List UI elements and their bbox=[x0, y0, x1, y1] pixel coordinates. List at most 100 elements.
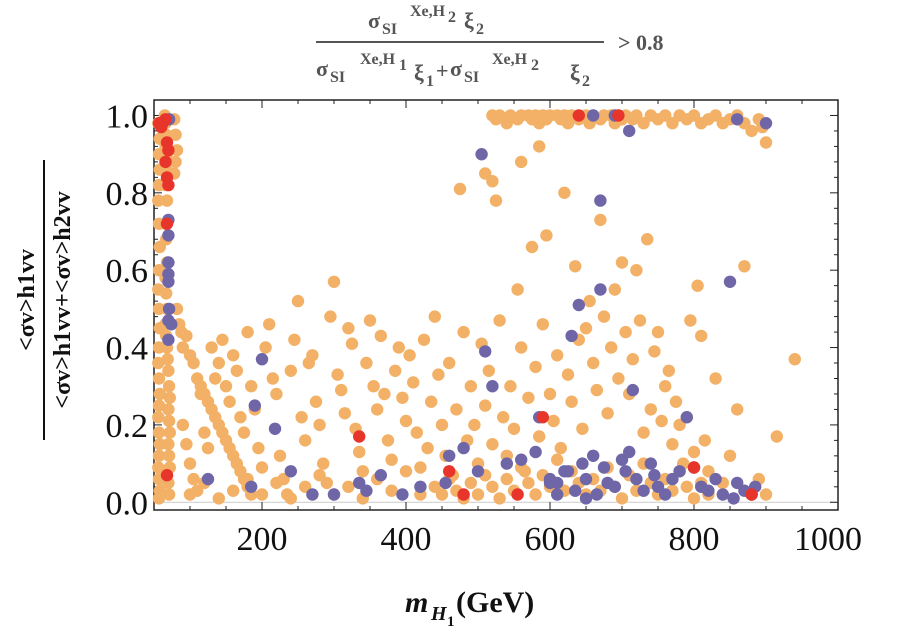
scatter-point-purple bbox=[644, 457, 657, 470]
scatter-point-purple bbox=[619, 465, 632, 478]
scatter-point-orange bbox=[360, 356, 373, 370]
scatter-point-orange bbox=[212, 492, 225, 505]
scatter-point-orange bbox=[152, 356, 165, 370]
scatter-point-purple bbox=[594, 283, 607, 296]
scatter-point-red bbox=[745, 488, 758, 501]
scatter-point-orange bbox=[187, 472, 200, 486]
scatter-point-orange bbox=[435, 418, 449, 432]
scatter-point-orange bbox=[511, 283, 524, 296]
scatter-point-purple bbox=[630, 472, 643, 486]
scatter-point-orange bbox=[457, 325, 470, 339]
scatter-point-orange bbox=[342, 322, 355, 335]
scatter-point-purple bbox=[471, 465, 485, 478]
scatter-point-purple bbox=[543, 476, 557, 490]
scatter-point-orange bbox=[227, 349, 240, 362]
title-sigma-den1: σ bbox=[316, 56, 328, 81]
scatter-point-orange bbox=[284, 492, 297, 505]
scatter-point-orange bbox=[295, 411, 308, 424]
scatter-point-purple bbox=[374, 469, 387, 482]
scatter-point-purple bbox=[623, 124, 636, 138]
scatter-point-purple bbox=[659, 488, 672, 501]
scatter-point-purple bbox=[723, 275, 737, 288]
scatter-point-orange bbox=[194, 387, 207, 401]
title-xi-den2: ξ bbox=[570, 60, 580, 85]
scatter-point-orange bbox=[180, 329, 193, 343]
scatter-point-orange bbox=[659, 380, 672, 393]
x-tick-label: 600 bbox=[525, 521, 576, 558]
scatter-point-orange bbox=[547, 414, 560, 428]
title-condition: > 0.8 bbox=[618, 30, 664, 55]
scatter-point-orange bbox=[176, 341, 189, 354]
scatter-point-orange bbox=[255, 488, 269, 501]
scatter-point-orange bbox=[313, 418, 326, 432]
data-points bbox=[152, 109, 801, 505]
scatter-point-orange bbox=[507, 422, 521, 435]
scatter-point-purple bbox=[414, 480, 427, 493]
scatter-point-orange bbox=[425, 395, 438, 408]
scatter-point-orange bbox=[525, 240, 539, 254]
scatter-point-purple bbox=[162, 275, 175, 288]
scatter-point-purple bbox=[439, 476, 452, 490]
scatter-point-orange bbox=[288, 333, 301, 346]
scatter-point-orange bbox=[187, 356, 200, 370]
scatter-point-red bbox=[457, 488, 470, 501]
scatter-point-purple bbox=[165, 318, 178, 331]
scatter-point-orange bbox=[554, 441, 567, 455]
scatter-point-orange bbox=[152, 449, 166, 462]
scatter-point-purple bbox=[529, 445, 542, 459]
y-label-denominator: <σv>h1vv+<σv>h2vv bbox=[50, 191, 76, 408]
scatter-point-orange bbox=[414, 461, 427, 474]
scatter-point-purple bbox=[716, 488, 729, 501]
scatter-point-purple bbox=[594, 194, 607, 207]
scatter-point-orange bbox=[435, 488, 449, 501]
scatter-point-orange bbox=[234, 411, 247, 424]
title-sup-num-sub: 2 bbox=[448, 9, 456, 26]
scatter-point-orange bbox=[601, 407, 614, 420]
scatter-point-orange bbox=[605, 341, 618, 354]
scatter-point-orange bbox=[163, 391, 176, 404]
scatter-point-orange bbox=[533, 140, 546, 153]
scatter-point-orange bbox=[619, 325, 632, 339]
scatter-point-purple bbox=[623, 445, 636, 459]
scatter-point-orange bbox=[356, 465, 369, 478]
scatter-point-orange bbox=[270, 476, 283, 490]
title-si-den1: SI bbox=[330, 69, 345, 86]
x-title-m: m bbox=[405, 586, 428, 619]
scatter-point-orange bbox=[497, 411, 510, 424]
scatter-point-purple bbox=[702, 484, 715, 497]
chart-title: σ SI Xe,H 2 ξ 2 σ SI Xe,H 1 ξ 1 + σ SI X… bbox=[316, 3, 664, 90]
scatter-point-orange bbox=[687, 445, 701, 459]
title-sigma-den2: σ bbox=[450, 56, 462, 81]
scatter-point-orange bbox=[471, 488, 485, 501]
scatter-point-orange bbox=[770, 430, 783, 443]
scatter-point-purple bbox=[709, 472, 722, 486]
scatter-point-orange bbox=[392, 341, 405, 354]
scatter-point-orange bbox=[536, 318, 549, 331]
scatter-point-orange bbox=[152, 426, 166, 439]
scatter-point-orange bbox=[666, 438, 679, 451]
scatter-point-purple bbox=[759, 117, 773, 130]
x-tick-label: 400 bbox=[381, 521, 432, 558]
scatter-point-orange bbox=[738, 260, 751, 273]
scatter-point-orange bbox=[644, 403, 657, 416]
title-sup-num: Xe,H bbox=[410, 3, 446, 20]
scatter-point-orange bbox=[482, 364, 495, 377]
scatter-point-orange bbox=[648, 345, 661, 358]
scatter-point-orange bbox=[335, 383, 348, 397]
scatter-point-orange bbox=[385, 453, 398, 466]
scatter-point-orange bbox=[579, 322, 593, 335]
scatter-point-orange bbox=[551, 453, 564, 466]
scatter-point-red bbox=[443, 465, 456, 478]
scatter-point-orange bbox=[493, 492, 506, 505]
scatter-point-purple bbox=[500, 457, 513, 470]
scatter-point-orange bbox=[162, 364, 175, 377]
scatter-point-orange bbox=[212, 356, 225, 370]
scatter-point-purple bbox=[572, 298, 585, 312]
title-sup-den2-sub: 2 bbox=[531, 57, 539, 74]
scatter-point-orange bbox=[152, 492, 166, 505]
scatter-point-orange bbox=[691, 279, 704, 292]
scatter-point-orange bbox=[378, 387, 391, 401]
scatter-point-purple bbox=[569, 484, 582, 497]
scatter-point-orange bbox=[597, 310, 611, 323]
